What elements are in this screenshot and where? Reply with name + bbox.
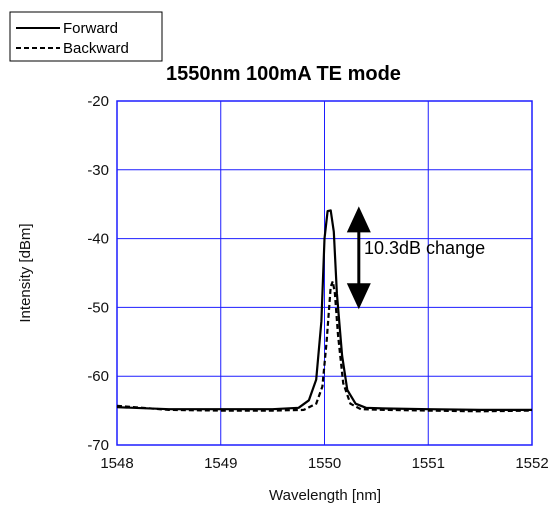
series-line-backward [116, 280, 533, 413]
chart-title: 1550nm 100mA TE mode [166, 63, 401, 85]
y-tick-label: -50 [87, 299, 109, 316]
annotation-text: 10.3dB change [364, 238, 485, 258]
annotation-arrowhead-down [346, 283, 371, 310]
x-tick-label: 1550 [308, 455, 341, 472]
series-line-forward [116, 209, 532, 411]
x-tick-label: 1552 [515, 455, 548, 472]
x-tick-label: 1551 [412, 455, 445, 472]
series-layer [116, 209, 533, 413]
y-axis-label: Intensity [dBm] [17, 223, 34, 322]
y-tick-label: -30 [87, 162, 109, 179]
legend-label-backward: Backward [63, 40, 129, 57]
legend: Forward Backward [9, 11, 163, 62]
y-tick-label: -70 [87, 437, 109, 454]
y-axis-ticks: -20 -30 -40 -50 -60 -70 [87, 93, 109, 454]
annotation-arrowhead-up [346, 206, 371, 233]
x-tick-label: 1549 [204, 455, 237, 472]
legend-label-forward: Forward [63, 20, 118, 37]
x-axis-ticks: 1548 1549 1550 1551 1552 [100, 455, 548, 472]
x-tick-label: 1548 [100, 455, 133, 472]
y-tick-label: -60 [87, 368, 109, 385]
y-tick-label: -40 [87, 231, 109, 248]
legend-box [9, 11, 163, 62]
y-tick-label: -20 [87, 93, 109, 110]
annotation: 10.3dB change [346, 206, 485, 310]
x-axis-label: Wavelength [nm] [269, 487, 381, 504]
